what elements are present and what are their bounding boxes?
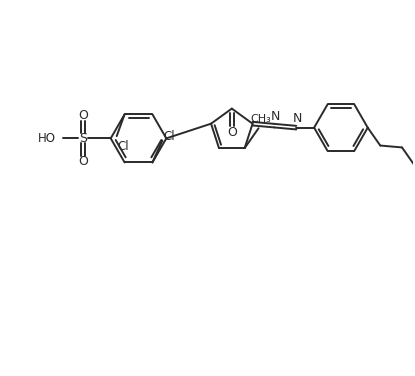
Text: Cl: Cl <box>164 130 175 143</box>
Text: N: N <box>271 110 280 123</box>
Text: S: S <box>79 132 87 145</box>
Text: CH₃: CH₃ <box>250 114 271 124</box>
Text: O: O <box>78 109 88 122</box>
Text: Cl: Cl <box>118 139 129 153</box>
Text: HO: HO <box>38 132 56 145</box>
Text: N: N <box>293 112 302 125</box>
Text: O: O <box>227 126 237 139</box>
Text: O: O <box>78 155 88 168</box>
